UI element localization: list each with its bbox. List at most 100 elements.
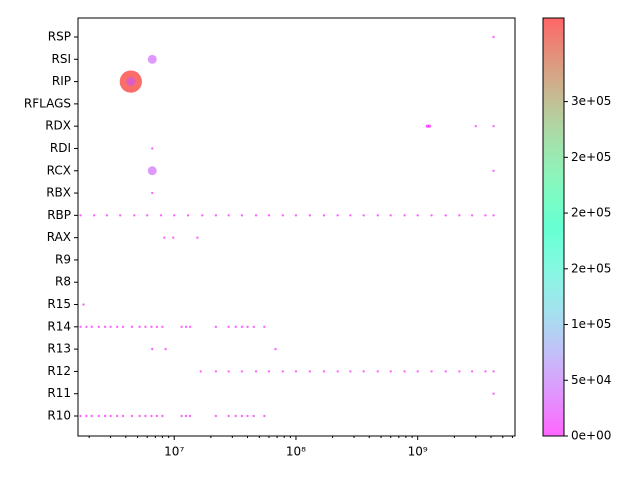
- point: [97, 325, 100, 329]
- colorbar-tick-label: 0e+00: [571, 429, 611, 443]
- point: [227, 414, 230, 418]
- colorbar: [543, 18, 564, 436]
- y-tick-label: R9: [55, 252, 71, 266]
- point: [267, 214, 271, 217]
- point: [79, 214, 82, 217]
- point: [336, 214, 339, 217]
- point: [126, 77, 136, 87]
- point: [430, 214, 433, 217]
- point: [199, 370, 202, 373]
- axes-frame: [77, 17, 516, 437]
- point: [234, 325, 237, 329]
- y-tick-label: RIP: [52, 74, 71, 88]
- point: [155, 414, 159, 418]
- point: [119, 214, 122, 217]
- colorbar-tick-label: 5e+04: [571, 373, 611, 387]
- point: [427, 124, 432, 128]
- point: [164, 347, 167, 351]
- point: [82, 303, 85, 306]
- point: [161, 414, 164, 418]
- point: [430, 370, 433, 373]
- point: [147, 166, 157, 176]
- point: [308, 370, 312, 373]
- point: [349, 214, 352, 217]
- point: [403, 214, 406, 217]
- x-tick-label: 10⁷: [164, 445, 184, 459]
- point: [150, 325, 153, 329]
- colorbar-tick-label: 3e+05: [571, 94, 611, 108]
- y-tick-label: RSP: [48, 30, 71, 44]
- y-tick-label: RFLAGS: [24, 96, 71, 110]
- point: [254, 214, 258, 217]
- point: [470, 370, 474, 373]
- point: [444, 214, 447, 217]
- point: [121, 325, 125, 329]
- point: [103, 325, 107, 329]
- point: [130, 325, 134, 329]
- point: [240, 325, 244, 329]
- x-tick-label: 10⁸: [286, 445, 306, 459]
- y-tick-label: R14: [47, 319, 71, 333]
- point: [246, 414, 249, 418]
- point: [109, 414, 112, 418]
- point: [173, 214, 176, 217]
- point: [180, 414, 183, 418]
- point: [144, 414, 147, 418]
- point: [294, 214, 298, 217]
- point: [138, 414, 141, 418]
- point: [470, 214, 474, 217]
- point: [376, 370, 379, 373]
- point: [115, 414, 119, 418]
- point: [349, 370, 352, 373]
- point: [444, 370, 447, 373]
- point: [267, 370, 271, 373]
- point: [294, 370, 298, 373]
- point: [79, 414, 82, 418]
- point: [474, 124, 477, 128]
- y-tick-label: R10: [47, 409, 71, 423]
- point: [201, 214, 204, 217]
- point: [155, 325, 159, 329]
- point: [492, 35, 495, 39]
- point: [151, 147, 154, 150]
- point: [240, 370, 244, 373]
- y-tick-label: RBX: [46, 186, 71, 200]
- y-tick-label: RBP: [47, 208, 71, 222]
- point: [85, 325, 88, 329]
- point: [146, 214, 149, 217]
- point: [492, 370, 495, 373]
- point: [163, 236, 166, 239]
- y-tick-label: RAX: [47, 230, 71, 244]
- point: [322, 214, 326, 217]
- point: [389, 370, 392, 373]
- point: [416, 370, 419, 373]
- point: [458, 370, 461, 373]
- point: [79, 325, 82, 329]
- point: [171, 236, 175, 239]
- point: [492, 214, 495, 217]
- point: [138, 325, 141, 329]
- point: [147, 54, 157, 64]
- colorbar-frame: [542, 17, 565, 437]
- point: [492, 169, 495, 172]
- point: [121, 414, 125, 418]
- point: [252, 414, 255, 418]
- point: [133, 214, 136, 217]
- point: [336, 370, 339, 373]
- point: [234, 414, 237, 418]
- y-tick-label: R8: [55, 275, 71, 289]
- point: [281, 370, 285, 373]
- point: [188, 414, 192, 418]
- point: [130, 414, 134, 418]
- y-tick-label: RDX: [45, 119, 71, 133]
- point: [263, 414, 266, 418]
- point: [151, 347, 154, 351]
- point: [227, 214, 230, 217]
- point: [389, 214, 392, 217]
- point: [308, 214, 312, 217]
- point: [227, 325, 230, 329]
- point: [184, 414, 188, 418]
- point: [246, 325, 249, 329]
- point: [492, 124, 495, 128]
